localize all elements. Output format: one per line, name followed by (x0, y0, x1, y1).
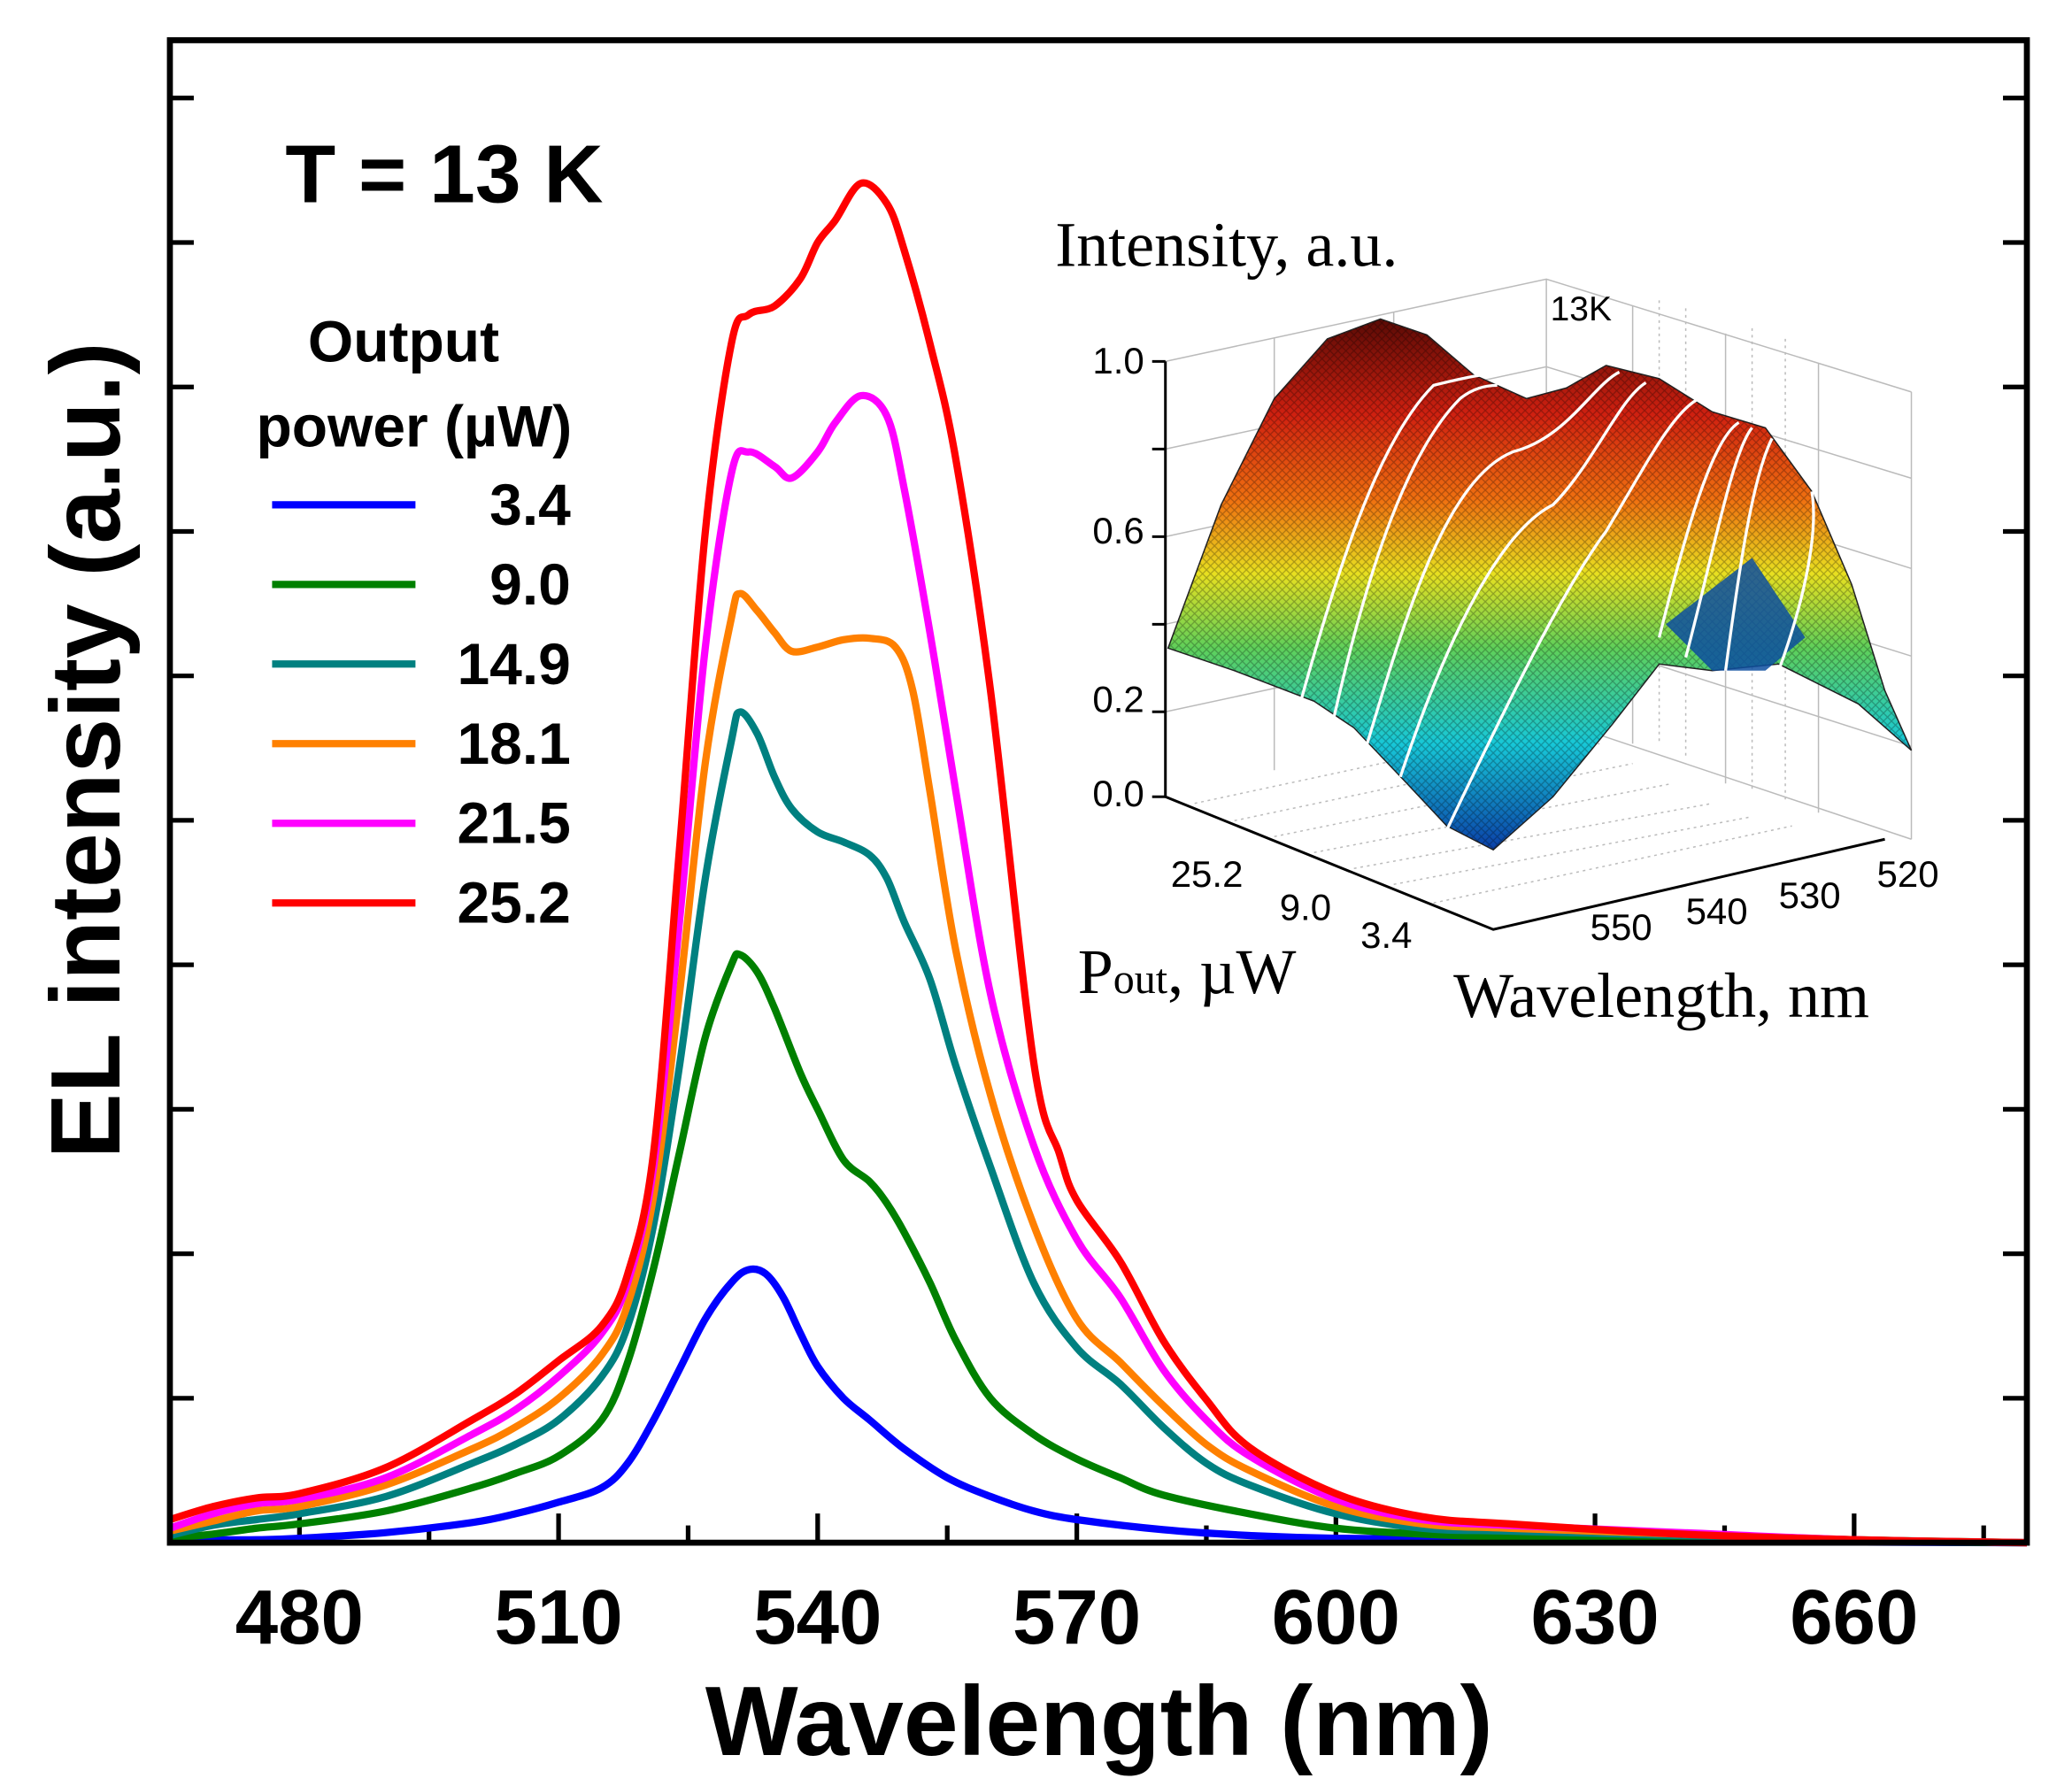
legend: Output power (µW) 3.4 9.0 14.9 18.1 21.5 25.2 (256, 308, 572, 935)
x-tick-label: 540 (753, 1574, 882, 1660)
legend-title-line1: Output (308, 308, 499, 373)
inset-power-tick: 25.2 (1171, 853, 1244, 895)
legend-label: 9.0 (489, 551, 571, 617)
inset-wavelength-axis-label: Wavelength, nm (1453, 960, 1869, 1031)
series-line-21-5 (168, 391, 2028, 1547)
inset-axes (1152, 359, 1885, 931)
x-axis-label: Wavelength (nm) (705, 1667, 1493, 1776)
inset-power-tick: 9.0 (1280, 887, 1331, 928)
inset-z-tick: 0.0 (1092, 773, 1144, 814)
series-line-25-2 (168, 179, 2028, 1547)
inset-z-tick: 0.2 (1092, 678, 1144, 720)
x-tick-label: 630 (1531, 1574, 1660, 1660)
x-tick-label: 510 (495, 1574, 623, 1660)
series-line-3-4 (169, 1265, 2028, 1547)
legend-label: 3.4 (489, 472, 571, 537)
surface-back-shadow (1666, 558, 1806, 671)
main-axes: 480 510 540 570 600 630 660 (167, 96, 2028, 1660)
x-tick-label: 570 (1013, 1574, 1141, 1660)
legend-label: 25.2 (457, 870, 570, 935)
inset-wavelength-tick: 550 (1591, 906, 1652, 948)
legend-label: 14.9 (457, 631, 570, 697)
temperature-annotation: T = 13 K (285, 127, 603, 219)
x-tick-label: 600 (1272, 1574, 1400, 1660)
inset-z-axis-label: Intensity, a.u. (1055, 209, 1398, 280)
inset-wavelength-tick: 520 (1877, 853, 1939, 895)
inset-temperature-label: 13K (1551, 290, 1612, 328)
legend-label: 18.1 (457, 711, 570, 776)
series-lines (168, 179, 2028, 1547)
series-line-18-1 (168, 589, 2028, 1547)
inset-wavelength-tick: 530 (1779, 874, 1841, 916)
inset-z-tick: 0.6 (1092, 510, 1144, 551)
inset-wavelength-tick: 540 (1686, 890, 1748, 932)
y-axis-label: EL intensity (a.u.) (31, 342, 141, 1159)
legend-title-line2: power (µW) (256, 393, 572, 458)
series-line-14-9 (168, 708, 2028, 1547)
plot-frame (166, 37, 2030, 1546)
inset-power-axis-label: Pout, µW (1078, 936, 1297, 1007)
inset-3d-surface: Intensity, a.u. 13K 1.0 0.6 0.2 0.0 25.2… (1055, 209, 1938, 1031)
inset-power-tick: 3.4 (1360, 914, 1412, 956)
surface-white-contours (1299, 370, 1815, 831)
x-tick-label: 660 (1790, 1574, 1918, 1660)
legend-label: 21.5 (457, 790, 570, 856)
series-line-9-0 (169, 950, 2028, 1547)
inset-z-tick: 1.0 (1092, 340, 1144, 381)
surface-mesh-texture (1167, 319, 1912, 851)
x-tick-label: 480 (235, 1574, 364, 1660)
